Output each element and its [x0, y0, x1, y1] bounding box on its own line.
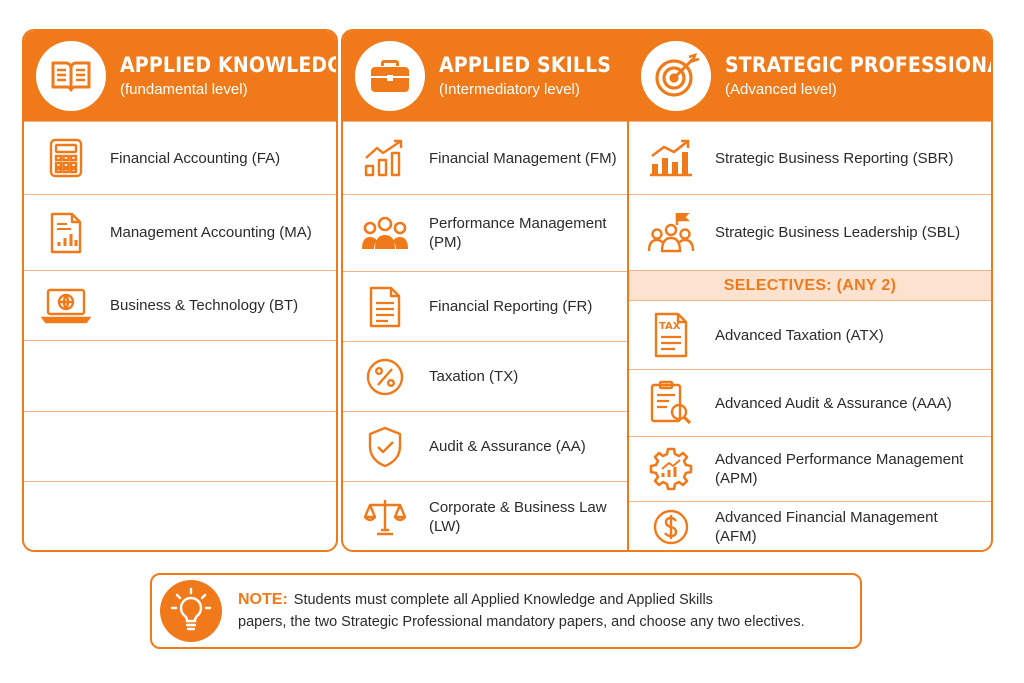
- column-title: STRATEGIC PROFESSIONAL: [725, 53, 993, 77]
- scales-icon: [355, 482, 415, 550]
- percent-icon: [355, 342, 415, 411]
- note-line-1: Students must complete all Applied Knowl…: [293, 592, 713, 608]
- paper-row-afm: Advanced Financial Management (AFM): [629, 501, 991, 550]
- empty-row: [24, 481, 336, 550]
- clipboard-magnifier-icon: [641, 370, 701, 436]
- lightbulb-icon: [160, 580, 222, 642]
- paper-row-apm: Advanced Performance Management (APM): [629, 436, 991, 501]
- gear-chart-icon: [641, 437, 701, 501]
- growth-chart-icon: [355, 122, 415, 194]
- strategic-professional-header: STRATEGIC PROFESSIONAL (Advanced level): [629, 31, 991, 121]
- paper-label: Performance Management (PM): [429, 215, 607, 251]
- empty-row: [24, 340, 336, 411]
- note-box: NOTE: Students must complete all Applied …: [150, 573, 862, 649]
- paper-label: Management Accounting (MA): [110, 224, 312, 241]
- paper-label: Advanced Taxation (ATX): [715, 326, 884, 344]
- paper-row-aaa: Advanced Audit & Assurance (AAA): [629, 369, 991, 436]
- book-icon: [36, 41, 106, 111]
- paper-row-ma: Management Accounting (MA): [24, 194, 336, 270]
- bar-growth-icon: [641, 122, 701, 194]
- paper-row-sbl: Strategic Business Leadership (SBL): [629, 194, 991, 270]
- people-group-icon: [355, 195, 415, 271]
- laptop-globe-icon: [36, 271, 96, 340]
- paper-row-fr: Financial Reporting (FR): [343, 271, 627, 341]
- paper-label: Corporate & Business Law (LW): [429, 499, 607, 535]
- paper-row-lw: Corporate & Business Law (LW): [343, 481, 627, 550]
- paper-label: Taxation (TX): [429, 368, 519, 385]
- paper-label: Financial Reporting (FR): [429, 298, 593, 315]
- applied-knowledge-header: APPLIED KNOWLEDGE (fundamental level): [24, 31, 336, 121]
- paper-label: Financial Accounting (FA): [110, 149, 281, 167]
- calculator-icon: [36, 122, 96, 194]
- column-title: APPLIED KNOWLEDGE: [120, 53, 338, 77]
- paper-label: Business & Technology (BT): [110, 297, 299, 314]
- report-chart-icon: [36, 195, 96, 270]
- paper-row-sbr: Strategic Business Reporting (SBR): [629, 121, 991, 194]
- paper-label: Financial Management (FM): [429, 149, 617, 167]
- note-heading: NOTE:: [238, 591, 288, 608]
- team-flag-icon: [641, 195, 701, 270]
- selectives-band: SELECTIVES: (ANY 2): [629, 270, 991, 300]
- applied-knowledge-column: APPLIED KNOWLEDGE (fundamental level) Fi…: [22, 29, 338, 552]
- applied-skills-header: APPLIED SKILLS (Intermediatory level): [343, 31, 627, 121]
- column-subtitle: (Intermediatory level): [439, 81, 580, 98]
- tax-document-icon: TAX: [641, 301, 701, 369]
- paper-label: Strategic Business Reporting (SBR): [715, 149, 954, 167]
- target-icon: [641, 41, 711, 111]
- paper-row-fm: Financial Management (FM): [343, 121, 627, 194]
- paper-row-aa: Audit & Assurance (AA): [343, 411, 627, 481]
- column-subtitle: (Advanced level): [725, 81, 837, 98]
- empty-row: [24, 411, 336, 481]
- shield-check-icon: [355, 412, 415, 481]
- tax-icon-text: TAX: [659, 321, 681, 332]
- paper-row-fa: Financial Accounting (FA): [24, 121, 336, 194]
- paper-label: Audit & Assurance (AA): [429, 438, 586, 455]
- paper-label: Advanced Performance Management (APM): [715, 451, 964, 487]
- paper-label: Advanced Financial Management (AFM): [715, 509, 938, 545]
- paper-row-atx: TAX Advanced Taxation (ATX): [629, 300, 991, 369]
- note-line-2: papers, the two Strategic Professional m…: [238, 614, 805, 630]
- column-title: APPLIED SKILLS: [439, 53, 612, 77]
- paper-row-tx: Taxation (TX): [343, 341, 627, 411]
- paper-label: Strategic Business Leadership (SBL): [715, 224, 961, 241]
- applied-skills-column: APPLIED SKILLS (Intermediatory level) Fi…: [341, 29, 629, 552]
- dollar-coin-icon: [641, 502, 701, 550]
- paper-row-pm: Performance Management (PM): [343, 194, 627, 271]
- briefcase-icon: [355, 41, 425, 111]
- paper-label: Advanced Audit & Assurance (AAA): [715, 394, 952, 412]
- document-icon: [355, 272, 415, 341]
- paper-row-bt: Business & Technology (BT): [24, 270, 336, 340]
- column-subtitle: (fundamental level): [120, 81, 248, 98]
- strategic-professional-column: STRATEGIC PROFESSIONAL (Advanced level) …: [627, 29, 993, 552]
